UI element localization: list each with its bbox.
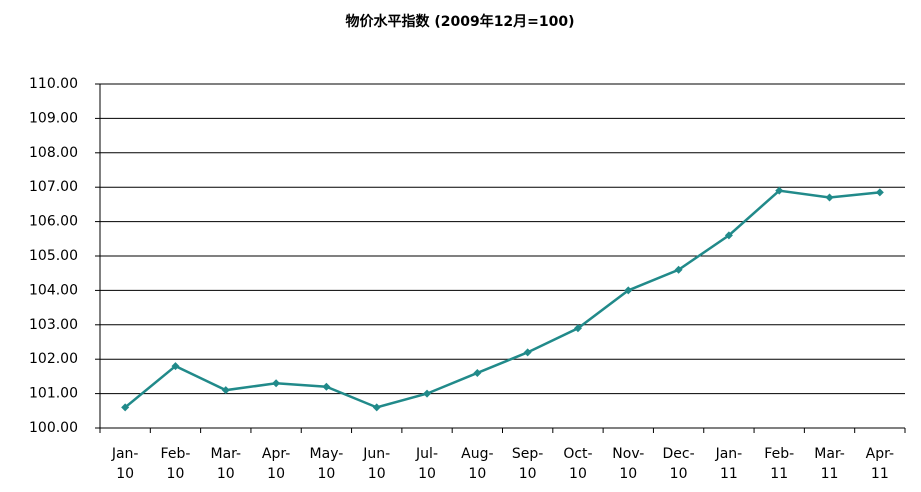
y-tick-label: 109.00 <box>29 110 78 126</box>
chart-title: 物价水平指数 (2009年12月=100) <box>345 13 574 30</box>
x-tick-label: Apr-10 <box>261 446 291 482</box>
marker <box>573 324 582 333</box>
x-tick-label: Mar-11 <box>814 446 845 482</box>
y-tick-label: 100.00 <box>29 420 78 436</box>
line <box>124 189 880 409</box>
x-tick-label: Jan-11 <box>715 446 743 482</box>
x-tick-label: Sep-10 <box>511 446 544 482</box>
y-tick-label: 108.00 <box>29 145 78 161</box>
marker <box>523 348 532 357</box>
x-tick-label: Nov-10 <box>612 446 645 482</box>
y-tick-label: 103.00 <box>29 317 78 333</box>
y-tick-label: 105.00 <box>29 248 78 264</box>
marker <box>221 386 230 395</box>
x-tick-label: Jan-10 <box>111 446 139 482</box>
x-tick-label: Aug-10 <box>461 446 494 482</box>
x-tick-label: Feb-10 <box>160 446 191 482</box>
y-tick-label: 110.00 <box>29 76 78 92</box>
x-tick-label: Jun-10 <box>363 446 391 482</box>
x-tick-label: May-10 <box>309 446 344 482</box>
y-tick-label: 107.00 <box>29 179 78 195</box>
marker <box>875 188 884 197</box>
marker <box>322 382 331 391</box>
marker <box>674 265 683 274</box>
y-tick-label: 104.00 <box>29 282 78 298</box>
marker <box>171 362 180 371</box>
x-tick-label: Mar-10 <box>210 446 242 482</box>
marker <box>121 403 130 412</box>
y-tick-label: 102.00 <box>29 351 78 367</box>
marker <box>272 379 281 388</box>
marker <box>775 186 784 195</box>
marker <box>624 286 633 295</box>
x-tick-label: Oct-10 <box>563 446 593 482</box>
marker <box>825 193 834 202</box>
y-tick-label: 101.00 <box>29 386 78 402</box>
marker <box>372 403 381 412</box>
x-tick-label: Dec-10 <box>662 446 695 482</box>
x-tick-label: Apr-11 <box>865 446 895 482</box>
marker <box>724 231 733 240</box>
y-tick-label: 106.00 <box>29 214 78 230</box>
marker <box>423 389 432 398</box>
x-tick-label: Jul-10 <box>416 446 438 482</box>
x-tick-label: Feb-11 <box>764 446 795 482</box>
marker <box>473 368 482 377</box>
